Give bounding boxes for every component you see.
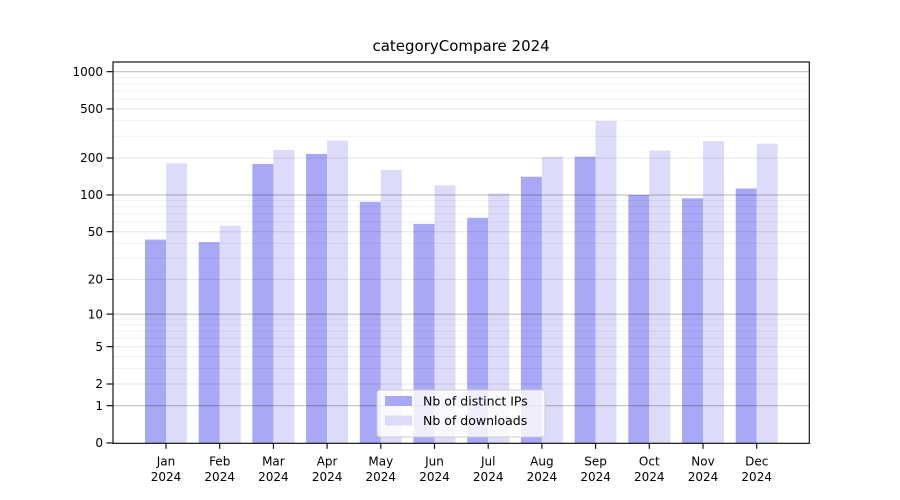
x-tick-label-year: 2024 bbox=[366, 470, 397, 484]
y-tick-label: 1 bbox=[95, 399, 103, 413]
bar-jan-downloads bbox=[166, 163, 187, 444]
minor-gridlines bbox=[113, 108, 810, 385]
faint-gridlines bbox=[113, 76, 810, 369]
x-tick-label-month: Aug bbox=[530, 455, 553, 469]
x-tick-label-month: Jul bbox=[480, 455, 495, 469]
x-tick-label-year: 2024 bbox=[741, 470, 772, 484]
x-tick-label-month: May bbox=[368, 455, 393, 469]
legend-swatch-downloads bbox=[385, 415, 412, 426]
bar-apr-downloads bbox=[327, 140, 349, 443]
bar-aug-distinct-ips bbox=[520, 176, 542, 443]
legend-label-distinct-ips: Nb of distinct IPs bbox=[423, 394, 528, 409]
x-tick-label-month: Jun bbox=[424, 455, 444, 469]
y-tick-label: 20 bbox=[88, 273, 103, 287]
bar-aug-downloads bbox=[541, 156, 563, 443]
y-tick-label: 0 bbox=[95, 436, 103, 450]
bar-nov-distinct-ips bbox=[682, 198, 703, 443]
legend: Nb of distinct IPs Nb of downloads bbox=[376, 389, 546, 438]
y-tick-label: 100 bbox=[80, 188, 103, 202]
x-tick-label-month: Dec bbox=[745, 455, 768, 469]
bar-apr-distinct-ips bbox=[306, 153, 328, 443]
x-tick-label-year: 2024 bbox=[580, 470, 611, 484]
bar-jun-downloads bbox=[434, 185, 456, 444]
y-tick-label: 1000 bbox=[72, 65, 103, 79]
bar-jul-distinct-ips bbox=[467, 217, 489, 443]
legend-swatch-distinct-ips bbox=[385, 396, 412, 406]
bar-jan-distinct-ips bbox=[145, 239, 166, 443]
plot-frame bbox=[112, 61, 810, 444]
bar-oct-downloads bbox=[649, 150, 671, 443]
y-axis: 0 1 2 5 10 20 50 100 200 500 1000 bbox=[72, 65, 113, 450]
bar-sep-distinct-ips bbox=[574, 156, 596, 443]
legend-box bbox=[376, 389, 546, 438]
x-tick-label-month: Mar bbox=[262, 455, 285, 469]
bar-feb-downloads bbox=[219, 225, 241, 443]
bar-may-distinct-ips bbox=[359, 201, 381, 443]
y-tick-label: 500 bbox=[80, 102, 103, 116]
x-tick-label-month: Jan bbox=[156, 455, 176, 469]
x-tick-label-month: Sep bbox=[584, 455, 607, 469]
x-tick-label-month: Oct bbox=[639, 455, 660, 469]
bar-oct-distinct-ips bbox=[628, 195, 650, 443]
y-tick-label: 2 bbox=[95, 377, 103, 391]
x-tick-label-year: 2024 bbox=[204, 470, 235, 484]
bar-jul-downloads bbox=[488, 193, 510, 443]
legend-label-downloads: Nb of downloads bbox=[423, 413, 527, 428]
x-axis: Jan2024Feb2024Mar2024Apr2024May2024Jun20… bbox=[151, 443, 772, 484]
x-tick-label-year: 2024 bbox=[419, 470, 450, 484]
x-tick-label-month: Apr bbox=[317, 455, 338, 469]
bar-nov-downloads bbox=[703, 141, 724, 443]
bar-mar-distinct-ips bbox=[252, 163, 274, 443]
bar-mar-downloads bbox=[273, 150, 295, 443]
x-tick-label-month: Feb bbox=[209, 455, 230, 469]
bar-may-downloads bbox=[380, 169, 402, 443]
y-tick-label: 50 bbox=[88, 225, 103, 239]
bars bbox=[145, 120, 778, 444]
x-tick-label-month: Nov bbox=[691, 455, 714, 469]
y-tick-label: 200 bbox=[80, 151, 103, 165]
y-tick-label: 10 bbox=[88, 307, 103, 321]
bar-sep-downloads bbox=[595, 120, 617, 444]
x-tick-label-year: 2024 bbox=[634, 470, 665, 484]
bar-dec-distinct-ips bbox=[735, 188, 757, 443]
bar-dec-downloads bbox=[756, 143, 778, 443]
bar-jun-distinct-ips bbox=[413, 223, 435, 443]
x-tick-label-year: 2024 bbox=[527, 470, 558, 484]
x-tick-label-year: 2024 bbox=[473, 470, 504, 484]
x-tick-label-year: 2024 bbox=[688, 470, 719, 484]
y-tick-label: 5 bbox=[95, 340, 103, 354]
x-tick-label-year: 2024 bbox=[258, 470, 289, 484]
bar-feb-distinct-ips bbox=[198, 242, 220, 443]
x-tick-label-year: 2024 bbox=[151, 470, 182, 484]
x-tick-label-year: 2024 bbox=[312, 470, 343, 484]
chart-title: categoryCompare 2024 bbox=[372, 37, 549, 55]
